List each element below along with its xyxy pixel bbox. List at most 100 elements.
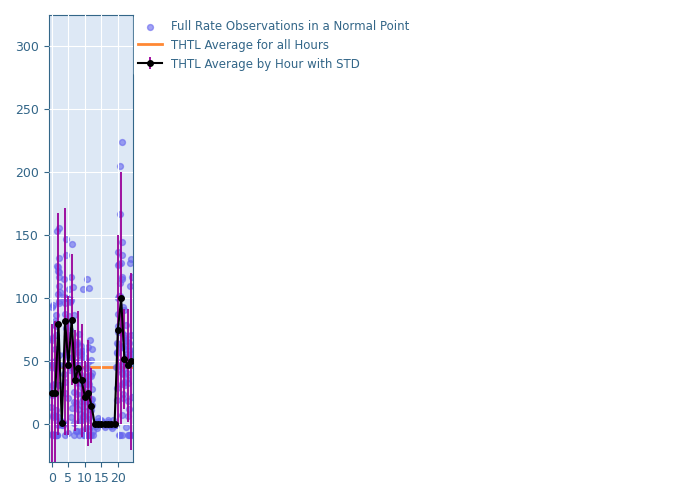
Full Rate Observations in a Normal Point bbox=[66, 413, 77, 421]
Full Rate Observations in a Normal Point bbox=[83, 430, 94, 438]
Full Rate Observations in a Normal Point bbox=[111, 340, 122, 347]
Full Rate Observations in a Normal Point bbox=[61, 324, 72, 332]
Full Rate Observations in a Normal Point bbox=[126, 393, 137, 401]
Full Rate Observations in a Normal Point bbox=[113, 248, 124, 256]
Full Rate Observations in a Normal Point bbox=[116, 251, 127, 259]
Full Rate Observations in a Normal Point bbox=[57, 420, 68, 428]
Full Rate Observations in a Normal Point bbox=[124, 260, 135, 268]
Full Rate Observations in a Normal Point bbox=[83, 393, 94, 401]
Full Rate Observations in a Normal Point bbox=[50, 430, 62, 438]
Full Rate Observations in a Normal Point bbox=[56, 419, 67, 427]
Full Rate Observations in a Normal Point bbox=[116, 328, 127, 336]
Full Rate Observations in a Normal Point bbox=[47, 381, 58, 389]
Full Rate Observations in a Normal Point bbox=[58, 293, 69, 301]
Full Rate Observations in a Normal Point bbox=[80, 392, 91, 400]
Full Rate Observations in a Normal Point bbox=[119, 336, 130, 344]
Full Rate Observations in a Normal Point bbox=[67, 283, 78, 291]
Full Rate Observations in a Normal Point bbox=[69, 430, 80, 438]
Full Rate Observations in a Normal Point bbox=[125, 256, 136, 264]
Full Rate Observations in a Normal Point bbox=[62, 318, 74, 326]
Full Rate Observations in a Normal Point bbox=[46, 392, 57, 400]
Full Rate Observations in a Normal Point bbox=[116, 342, 127, 350]
Full Rate Observations in a Normal Point bbox=[113, 260, 124, 268]
Full Rate Observations in a Normal Point bbox=[107, 416, 118, 424]
Full Rate Observations in a Normal Point bbox=[68, 420, 79, 428]
Full Rate Observations in a Normal Point bbox=[57, 418, 68, 426]
Full Rate Observations in a Normal Point bbox=[113, 343, 125, 351]
Full Rate Observations in a Normal Point bbox=[72, 372, 83, 380]
Full Rate Observations in a Normal Point bbox=[75, 417, 86, 425]
Full Rate Observations in a Normal Point bbox=[76, 390, 88, 398]
Full Rate Observations in a Normal Point bbox=[65, 296, 76, 304]
Full Rate Observations in a Normal Point bbox=[122, 396, 134, 404]
Full Rate Observations in a Normal Point bbox=[85, 430, 97, 438]
Full Rate Observations in a Normal Point bbox=[61, 235, 72, 243]
Full Rate Observations in a Normal Point bbox=[85, 406, 97, 414]
Full Rate Observations in a Normal Point bbox=[108, 421, 119, 429]
Full Rate Observations in a Normal Point bbox=[103, 418, 114, 426]
Full Rate Observations in a Normal Point bbox=[66, 354, 78, 362]
Full Rate Observations in a Normal Point bbox=[122, 375, 133, 383]
Full Rate Observations in a Normal Point bbox=[85, 396, 97, 404]
Full Rate Observations in a Normal Point bbox=[110, 420, 121, 428]
Full Rate Observations in a Normal Point bbox=[53, 254, 64, 262]
Full Rate Observations in a Normal Point bbox=[118, 394, 129, 402]
Full Rate Observations in a Normal Point bbox=[78, 380, 89, 388]
Full Rate Observations in a Normal Point bbox=[62, 332, 74, 340]
Full Rate Observations in a Normal Point bbox=[46, 336, 57, 344]
Full Rate Observations in a Normal Point bbox=[81, 364, 92, 372]
Full Rate Observations in a Normal Point bbox=[68, 310, 79, 318]
Full Rate Observations in a Normal Point bbox=[60, 250, 71, 258]
Full Rate Observations in a Normal Point bbox=[121, 321, 132, 329]
Full Rate Observations in a Normal Point bbox=[125, 346, 136, 354]
Full Rate Observations in a Normal Point bbox=[97, 418, 108, 426]
Full Rate Observations in a Normal Point bbox=[66, 273, 77, 281]
Full Rate Observations in a Normal Point bbox=[110, 422, 121, 430]
Full Rate Observations in a Normal Point bbox=[123, 379, 134, 387]
Full Rate Observations in a Normal Point bbox=[108, 420, 119, 428]
THTL Average for all Hours bbox=[48, 364, 56, 370]
Full Rate Observations in a Normal Point bbox=[54, 288, 65, 296]
Full Rate Observations in a Normal Point bbox=[56, 418, 67, 426]
Full Rate Observations in a Normal Point bbox=[54, 351, 65, 359]
Full Rate Observations in a Normal Point bbox=[113, 340, 124, 348]
Full Rate Observations in a Normal Point bbox=[95, 416, 106, 424]
Full Rate Observations in a Normal Point bbox=[52, 268, 64, 276]
Full Rate Observations in a Normal Point bbox=[84, 380, 95, 388]
Full Rate Observations in a Normal Point bbox=[64, 326, 76, 334]
Full Rate Observations in a Normal Point bbox=[120, 360, 131, 368]
Full Rate Observations in a Normal Point bbox=[71, 375, 82, 383]
Full Rate Observations in a Normal Point bbox=[46, 334, 57, 342]
Full Rate Observations in a Normal Point bbox=[79, 392, 90, 400]
Full Rate Observations in a Normal Point bbox=[82, 377, 93, 385]
Full Rate Observations in a Normal Point bbox=[78, 387, 90, 395]
Full Rate Observations in a Normal Point bbox=[50, 322, 62, 330]
Full Rate Observations in a Normal Point bbox=[73, 360, 84, 368]
Full Rate Observations in a Normal Point bbox=[50, 430, 61, 438]
Full Rate Observations in a Normal Point bbox=[115, 280, 126, 287]
Full Rate Observations in a Normal Point bbox=[71, 399, 82, 407]
Full Rate Observations in a Normal Point bbox=[56, 420, 67, 428]
Full Rate Observations in a Normal Point bbox=[71, 390, 83, 398]
Full Rate Observations in a Normal Point bbox=[69, 341, 80, 349]
Full Rate Observations in a Normal Point bbox=[80, 364, 92, 372]
Full Rate Observations in a Normal Point bbox=[125, 331, 136, 339]
Full Rate Observations in a Normal Point bbox=[111, 363, 122, 371]
Full Rate Observations in a Normal Point bbox=[78, 378, 89, 386]
Full Rate Observations in a Normal Point bbox=[122, 412, 134, 420]
Full Rate Observations in a Normal Point bbox=[113, 430, 125, 438]
Full Rate Observations in a Normal Point bbox=[47, 301, 58, 309]
Full Rate Observations in a Normal Point bbox=[61, 348, 72, 356]
Full Rate Observations in a Normal Point bbox=[104, 420, 116, 428]
Full Rate Observations in a Normal Point bbox=[80, 380, 91, 388]
Full Rate Observations in a Normal Point bbox=[76, 427, 87, 435]
Full Rate Observations in a Normal Point bbox=[122, 354, 133, 362]
Full Rate Observations in a Normal Point bbox=[50, 311, 62, 319]
Full Rate Observations in a Normal Point bbox=[77, 348, 88, 356]
Full Rate Observations in a Normal Point bbox=[57, 421, 69, 429]
Full Rate Observations in a Normal Point bbox=[73, 348, 84, 356]
Full Rate Observations in a Normal Point bbox=[52, 264, 64, 272]
Full Rate Observations in a Normal Point bbox=[121, 422, 132, 430]
Full Rate Observations in a Normal Point bbox=[54, 381, 65, 389]
Legend: Full Rate Observations in a Normal Point, THTL Average for all Hours, THTL Avera: Full Rate Observations in a Normal Point… bbox=[134, 15, 414, 76]
